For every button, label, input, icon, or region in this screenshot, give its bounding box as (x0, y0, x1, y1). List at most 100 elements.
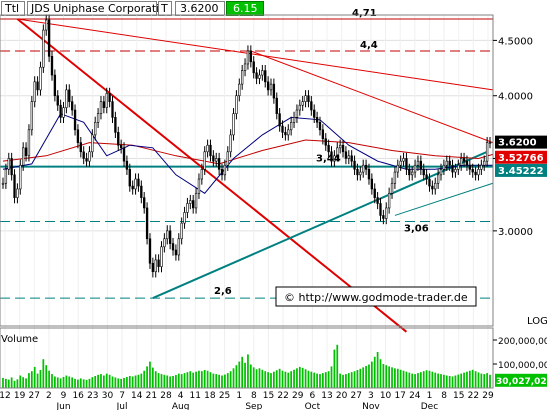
month-label: Jul (116, 402, 128, 410)
candle-body (382, 215, 385, 219)
candle-body (53, 74, 57, 97)
candle-body (390, 182, 394, 194)
candle-body (151, 262, 155, 273)
month-label: Oct (305, 402, 321, 410)
date-tick-label: 24 (409, 391, 421, 401)
candle-body (88, 151, 91, 162)
volume-panel (2, 344, 491, 388)
volume-bar (324, 372, 327, 388)
candle-body (19, 164, 22, 190)
volume-bar (376, 352, 379, 388)
volume-bar (134, 375, 137, 388)
volume-bar (252, 367, 255, 388)
price-tick-label: 4.0000 (498, 92, 533, 103)
volume-bar (247, 354, 249, 388)
volume-bar (183, 373, 186, 388)
volume-bar (97, 374, 99, 388)
volume-bar (296, 368, 298, 388)
volume-bar (5, 378, 7, 388)
volume-bar (313, 372, 316, 388)
candle-body (364, 164, 368, 170)
volume-bar (434, 372, 437, 388)
candle-body (336, 147, 339, 157)
volume-bar (111, 376, 114, 388)
candle-body (206, 144, 209, 153)
volume-bar (477, 372, 480, 388)
trend-line (394, 182, 494, 216)
volume-bar (408, 372, 411, 388)
volume-bar (298, 366, 301, 388)
candle-body (356, 169, 359, 176)
candle-body (468, 164, 471, 170)
volume-bar (221, 375, 223, 388)
candle-body (396, 164, 399, 173)
volume-bar (123, 377, 125, 388)
price-tag-label: 3.45222 (498, 166, 544, 177)
volume-bar (402, 370, 405, 388)
date-tick-label: 27 (351, 391, 362, 401)
candle-body (168, 230, 172, 244)
volume-bar (143, 370, 146, 388)
volume-bar (7, 379, 10, 388)
volume-bar (273, 371, 275, 388)
volume-bar (463, 372, 465, 388)
volume-bar (261, 369, 264, 388)
volume-bar (198, 370, 200, 388)
volume-bar (59, 378, 62, 388)
date-tick-label: 20 (336, 391, 348, 401)
volume-bar (172, 376, 174, 388)
volume-bar (206, 370, 209, 388)
date-tick-label: 4 (178, 391, 184, 401)
candle-body (73, 109, 77, 131)
candle-body (445, 160, 448, 166)
candle-body (399, 160, 402, 166)
month-label: Dec (421, 402, 438, 410)
volume-bar (373, 356, 376, 388)
candle-body (353, 160, 356, 170)
candle-body (166, 230, 169, 240)
candle-body (338, 144, 342, 149)
level-annotation: 4,71 (352, 8, 377, 19)
volume-bar (77, 379, 79, 388)
price-tag-label: 3.52766 (498, 153, 544, 164)
volume-bar (333, 349, 336, 388)
candle-body (278, 113, 281, 127)
volume-bar (301, 367, 304, 388)
volume-bar (359, 368, 362, 388)
candle-body (122, 147, 126, 162)
candle-body (292, 117, 296, 123)
volume-bar (19, 375, 22, 388)
date-tick-label: 14 (131, 391, 143, 401)
volume-bar (350, 372, 353, 388)
candle-body (246, 50, 250, 65)
volume-bar (169, 376, 172, 388)
annotations: 4,71 4,4 3,44 3,06 2,6 (214, 8, 429, 297)
price-tag-box (495, 135, 547, 149)
volume-bar (425, 370, 428, 388)
candle-body (238, 83, 241, 97)
volume-bar (146, 366, 148, 388)
volume-bar (422, 371, 425, 388)
date-tick-label: 1 (236, 391, 242, 401)
volume-bar (117, 378, 120, 388)
level-annotation: 3,44 (316, 154, 341, 165)
candle-body (13, 174, 16, 198)
candle-body (111, 101, 114, 118)
volume-bar (382, 364, 385, 388)
date-tick-label: 29 (482, 391, 494, 401)
volume-bar (36, 373, 39, 388)
price-box: 3.6200 (175, 1, 225, 16)
date-tick-label: 17 (394, 391, 405, 401)
volume-bar (451, 376, 454, 388)
candle-body (298, 104, 301, 111)
volume-bar (293, 369, 295, 388)
volume-bar (108, 374, 111, 388)
month-label: Nov (362, 402, 380, 410)
candle-body (203, 151, 206, 170)
level-annotation: 3,06 (404, 224, 429, 235)
date-tick-label: 25 (219, 391, 230, 401)
volume-bar (258, 368, 261, 388)
candle-body (42, 29, 45, 68)
candle-body (333, 155, 336, 162)
volume-bar (126, 376, 128, 388)
